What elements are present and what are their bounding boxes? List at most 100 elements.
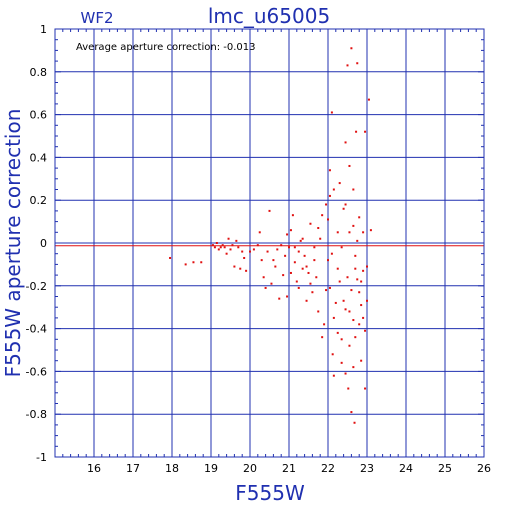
x-tick-labels: 16 17 18 19 20 21 22 23 24 25 26 [87, 462, 491, 475]
data-point [317, 310, 320, 313]
y-tick-label: 1 [40, 23, 47, 36]
data-point [348, 310, 351, 313]
data-point [338, 182, 341, 185]
data-point [332, 316, 335, 319]
data-point [358, 323, 361, 326]
data-point [223, 246, 226, 249]
y-tick-labels: -1 -0.8 -0.6 -0.4 -0.2 0 0.2 0.4 0.6 0.8 1 [26, 23, 47, 464]
data-point [342, 299, 345, 302]
data-point [360, 359, 363, 362]
x-tick-label: 24 [399, 462, 413, 475]
data-point [313, 259, 316, 262]
data-point [169, 256, 172, 259]
data-point [184, 263, 187, 266]
data-point [293, 261, 296, 264]
data-point [350, 411, 353, 414]
x-tick-label: 18 [165, 462, 179, 475]
data-point [354, 267, 357, 270]
data-point [364, 130, 367, 133]
data-point [286, 233, 289, 236]
data-point [352, 366, 355, 369]
data-point [215, 242, 218, 244]
data-point [356, 278, 359, 281]
x-tick-label: 23 [360, 462, 374, 475]
data-point [221, 244, 224, 247]
y-tick-label: 0.6 [30, 109, 48, 122]
y-tick-label: -0.8 [26, 408, 47, 421]
data-point [319, 237, 322, 240]
y-tick-label: -1 [36, 451, 47, 464]
data-point [295, 280, 298, 283]
y-tick-label: 0 [40, 237, 47, 250]
data-point [237, 246, 240, 249]
x-tick-label: 21 [282, 462, 296, 475]
data-point [336, 331, 339, 334]
data-point [213, 246, 216, 249]
data-point [268, 209, 271, 212]
x-tick-label: 22 [321, 462, 335, 475]
data-point [235, 239, 238, 242]
data-point [293, 246, 296, 249]
average-annotation: Average aperture correction: -0.013 [76, 42, 256, 53]
data-point [327, 218, 329, 221]
x-tick-label: 17 [126, 462, 140, 475]
data-point [344, 372, 347, 375]
data-point [192, 261, 195, 264]
y-tick-label: 0.2 [30, 194, 48, 207]
data-point [369, 229, 372, 232]
data-point [323, 323, 326, 326]
data-point [317, 227, 320, 230]
data-point [350, 47, 353, 50]
data-point [321, 336, 324, 339]
data-point [309, 222, 312, 225]
data-point [252, 248, 255, 251]
data-point [340, 246, 343, 249]
data-point [328, 286, 331, 289]
y-axis-label: F555W aperture correction [1, 109, 25, 378]
data-point [354, 254, 357, 257]
data-point [243, 256, 246, 259]
x-axis-label: F555W [235, 481, 305, 505]
x-tick-label: 25 [438, 462, 452, 475]
data-point [282, 274, 285, 277]
data-point [260, 259, 263, 262]
data-point [340, 361, 343, 364]
data-point [297, 250, 300, 253]
data-point [340, 338, 343, 341]
data-point [360, 304, 363, 307]
data-point [352, 224, 355, 227]
y-tick-label: 0.8 [30, 66, 48, 79]
data-point [258, 231, 261, 234]
data-point [358, 216, 361, 219]
data-point [284, 254, 287, 257]
data-point [313, 246, 316, 249]
data-point [356, 62, 359, 65]
data-point [233, 265, 236, 268]
data-point [358, 291, 361, 294]
data-point [362, 231, 365, 234]
data-point [346, 276, 349, 279]
data-point [289, 271, 292, 274]
data-point [332, 374, 335, 377]
data-point [325, 203, 328, 206]
reference-lines [55, 242, 484, 247]
data-point [367, 98, 370, 101]
data-point [334, 301, 337, 304]
data-point [330, 252, 333, 255]
data-point [274, 265, 277, 268]
data-points [169, 47, 372, 424]
data-point [330, 111, 333, 114]
data-point [342, 207, 345, 210]
data-point [286, 295, 289, 298]
data-point [315, 276, 318, 279]
data-point [352, 319, 355, 322]
x-tick-label: 16 [87, 462, 101, 475]
data-point [336, 267, 339, 270]
data-point [217, 248, 220, 251]
data-point [249, 250, 251, 253]
data-point [229, 248, 232, 251]
data-point [355, 130, 358, 133]
data-point [301, 237, 304, 240]
data-point [325, 289, 328, 292]
